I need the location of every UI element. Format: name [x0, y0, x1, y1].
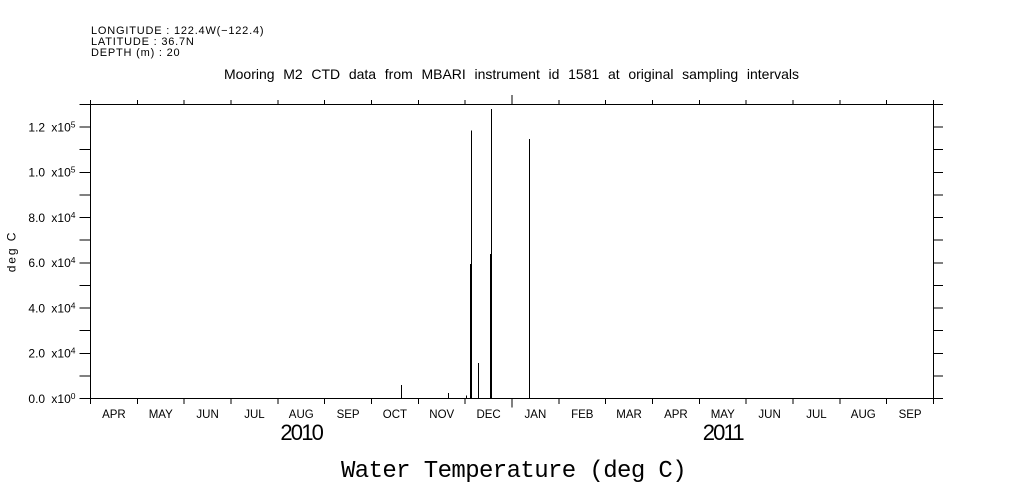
svg-text:SEP: SEP [337, 409, 360, 421]
svg-text:APR: APR [664, 409, 688, 421]
svg-text:DEPTH (m) : 20: DEPTH (m) : 20 [91, 47, 180, 59]
svg-text:OCT: OCT [383, 409, 407, 421]
svg-text:Water Temperature (deg C): Water Temperature (deg C) [341, 458, 686, 485]
svg-text:4.0 x104: 4.0 x104 [28, 300, 75, 315]
svg-text:6.0 x104: 6.0 x104 [28, 255, 75, 270]
svg-text:NOV: NOV [429, 409, 454, 421]
svg-text:Mooring M2 CTD data from MBARI: Mooring M2 CTD data from MBARI instrumen… [224, 66, 799, 82]
svg-text:DEC: DEC [476, 409, 500, 421]
svg-text:2010: 2010 [280, 420, 323, 445]
svg-text:MAR: MAR [616, 409, 642, 421]
svg-text:JUL: JUL [806, 409, 827, 421]
svg-text:MAY: MAY [711, 409, 735, 421]
svg-text:FEB: FEB [571, 409, 594, 421]
svg-text:APR: APR [102, 409, 126, 421]
svg-text:deg C: deg C [5, 231, 19, 273]
svg-text:SEP: SEP [899, 409, 922, 421]
svg-text:AUG: AUG [851, 409, 876, 421]
svg-text:8.0 x104: 8.0 x104 [28, 210, 75, 225]
svg-text:0.0 x100: 0.0 x100 [28, 391, 75, 406]
svg-text:JUL: JUL [244, 409, 265, 421]
svg-text:JUN: JUN [196, 409, 218, 421]
svg-text:2011: 2011 [703, 420, 745, 445]
svg-text:LONGITUDE : 122.4W(−122.4): LONGITUDE : 122.4W(−122.4) [91, 25, 264, 37]
svg-text:JAN: JAN [525, 409, 547, 421]
svg-text:1.0 x105: 1.0 x105 [28, 165, 75, 180]
svg-text:MAY: MAY [149, 409, 173, 421]
svg-text:1.2 x105: 1.2 x105 [28, 119, 75, 134]
svg-text:AUG: AUG [289, 409, 314, 421]
svg-text:LATITUDE : 36.7N: LATITUDE : 36.7N [91, 36, 195, 48]
svg-text:2.0 x104: 2.0 x104 [28, 346, 75, 361]
svg-text:JUN: JUN [758, 409, 780, 421]
